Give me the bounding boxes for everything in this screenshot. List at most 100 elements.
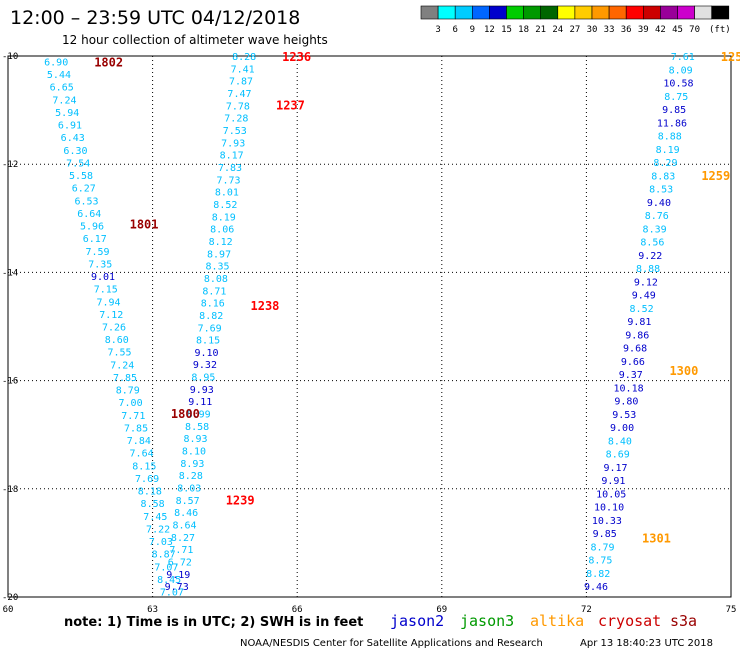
wave-height-value: 9.40 bbox=[647, 198, 671, 209]
wave-height-value: 7.61 bbox=[671, 52, 695, 63]
x-tick-label: 60 bbox=[3, 605, 14, 615]
legend-swatch bbox=[677, 5, 695, 20]
wave-height-value: 8.03 bbox=[177, 484, 201, 495]
y-tick-label: -14 bbox=[2, 268, 18, 278]
wave-height-value: 10.58 bbox=[663, 79, 693, 90]
legend-swatch bbox=[420, 5, 439, 20]
satellite-altika: altika bbox=[530, 612, 584, 630]
wave-height-value: 8.76 bbox=[645, 211, 669, 222]
wave-height-value: 8.15 bbox=[132, 461, 156, 472]
wave-height-value: 7.69 bbox=[198, 323, 222, 334]
wave-height-value: 7.71 bbox=[169, 545, 193, 556]
wave-height-value: 8.19 bbox=[656, 145, 680, 156]
x-tick-label: 72 bbox=[581, 605, 592, 615]
wave-height-value: 9.49 bbox=[632, 291, 656, 302]
wave-height-value: 8.58 bbox=[141, 499, 165, 510]
wave-height-value: 6.65 bbox=[50, 83, 74, 94]
wave-height-value: 8.88 bbox=[636, 264, 660, 275]
wave-height-value: 8.28 bbox=[179, 471, 203, 482]
wave-height-value: 8.83 bbox=[651, 171, 675, 182]
wave-height-value: 7.85 bbox=[124, 423, 148, 434]
wave-height-value: 9.12 bbox=[634, 277, 658, 288]
wave-height-value: 10.33 bbox=[592, 516, 622, 527]
chart-title: 12:00 – 23:59 UTC 04/12/2018 bbox=[10, 7, 300, 29]
legend-label: 36 bbox=[621, 25, 632, 35]
wave-height-value: 11.86 bbox=[657, 118, 687, 129]
x-tick-label: 69 bbox=[436, 605, 447, 615]
legend-swatch bbox=[711, 5, 730, 20]
wave-height-value: 8.88 bbox=[658, 132, 682, 143]
legend-label: 27 bbox=[569, 25, 580, 35]
wave-height-value: 8.53 bbox=[649, 185, 673, 196]
wave-height-value: 7.84 bbox=[127, 436, 151, 447]
wave-height-value: 8.46 bbox=[174, 508, 198, 519]
legend-swatch bbox=[660, 5, 678, 20]
wave-height-value: 7.78 bbox=[226, 101, 250, 112]
legend-swatch bbox=[489, 5, 507, 20]
wave-height-value: 8.01 bbox=[215, 188, 239, 199]
legend-unit: (ft) bbox=[709, 25, 731, 35]
wave-height-value: 8.35 bbox=[205, 262, 229, 273]
wave-height-value: 8.29 bbox=[653, 158, 677, 169]
grid bbox=[8, 56, 731, 597]
wave-height-value: 9.81 bbox=[627, 317, 651, 328]
wave-height-points: 6.905.446.657.245.946.916.436.307.545.58… bbox=[44, 52, 695, 599]
wave-height-value: 9.01 bbox=[91, 272, 115, 283]
wave-height-value: 8.95 bbox=[191, 373, 215, 384]
wave-height-value: 7.24 bbox=[110, 360, 134, 371]
wave-height-value: 8.93 bbox=[183, 434, 207, 445]
wave-height-value: 8.08 bbox=[204, 274, 228, 285]
wave-height-value: 8.75 bbox=[664, 92, 688, 103]
satellite-legend: jason2 jason3 altika cryosat s3a bbox=[390, 612, 697, 630]
time-label: 1258 bbox=[721, 50, 740, 64]
wave-height-value: 9.46 bbox=[584, 582, 608, 593]
legend-label: 70 bbox=[689, 25, 700, 35]
wave-height-value: 8.75 bbox=[588, 556, 612, 567]
time-label: 1802 bbox=[94, 55, 123, 69]
wave-height-value: 8.82 bbox=[586, 569, 610, 580]
wave-height-value: 8.97 bbox=[207, 249, 231, 260]
wave-height-value: 9.19 bbox=[166, 570, 190, 581]
wave-height-value: 8.16 bbox=[201, 299, 225, 310]
wave-height-value: 8.06 bbox=[210, 225, 234, 236]
wave-height-value: 7.12 bbox=[99, 310, 123, 321]
legend-label: 3 bbox=[435, 25, 440, 35]
time-label: 1236 bbox=[282, 50, 311, 64]
wave-height-value: 6.30 bbox=[63, 146, 87, 157]
wave-height-value: 8.28 bbox=[232, 52, 256, 63]
wave-height-value: 8.82 bbox=[199, 311, 223, 322]
time-label: 1300 bbox=[669, 364, 698, 378]
wave-height-value: 9.53 bbox=[612, 410, 636, 421]
wave-height-value: 7.45 bbox=[143, 512, 167, 523]
legend-swatch bbox=[557, 5, 576, 20]
wave-height-value: 7.93 bbox=[221, 138, 245, 149]
wave-height-value: 9.00 bbox=[610, 423, 634, 434]
wave-height-value: 8.60 bbox=[105, 335, 129, 346]
wave-height-value: 8.45 bbox=[157, 575, 181, 586]
wave-height-value: 8.09 bbox=[669, 65, 693, 76]
y-tick-label: -18 bbox=[2, 485, 18, 495]
legend-swatch bbox=[591, 5, 610, 20]
legend-swatch bbox=[625, 5, 644, 20]
wave-height-value: 8.39 bbox=[643, 224, 667, 235]
wave-height-value: 8.99 bbox=[187, 410, 211, 421]
legend-label: 42 bbox=[655, 25, 666, 35]
legend-swatch bbox=[437, 5, 456, 20]
legend-swatch bbox=[608, 5, 627, 20]
time-label: 1238 bbox=[251, 299, 280, 313]
legend-label: 45 bbox=[672, 25, 683, 35]
time-label: 1800 bbox=[171, 407, 200, 421]
satellite-jason2: jason2 bbox=[390, 612, 444, 630]
legend-swatch bbox=[523, 5, 541, 20]
wave-height-value: 8.40 bbox=[608, 436, 632, 447]
legend-label: 21 bbox=[535, 25, 546, 35]
y-tick-label: -10 bbox=[2, 52, 18, 62]
wave-height-value: 8.64 bbox=[172, 521, 196, 532]
time-label: 1301 bbox=[642, 531, 671, 545]
wave-height-value: 8.52 bbox=[213, 200, 237, 211]
legend-swatch bbox=[471, 5, 490, 20]
wave-height-value: 7.47 bbox=[227, 89, 251, 100]
color-legend bbox=[420, 5, 730, 20]
wave-height-value: 7.24 bbox=[52, 95, 76, 106]
